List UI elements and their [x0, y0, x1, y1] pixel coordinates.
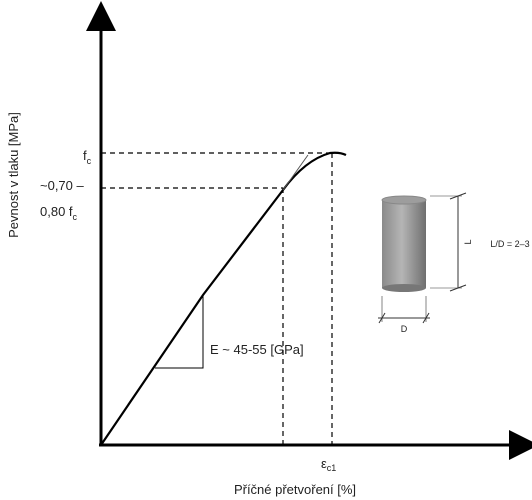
- ratio-bottom-label: 0,80 fc: [40, 204, 78, 222]
- fc-main: f: [83, 148, 87, 163]
- fc-label: fc: [83, 148, 92, 166]
- specimen: L D L/D = 2–3: [378, 192, 530, 334]
- axes: [86, 1, 532, 460]
- tangent: [282, 154, 309, 191]
- strain-sub: c1: [327, 463, 337, 473]
- cylinder-body: [382, 200, 426, 288]
- stress-strain-curve: [100, 151, 347, 446]
- fc-sub: c: [87, 156, 92, 166]
- slope-triangle: [155, 295, 204, 369]
- diameter-label: D: [401, 324, 408, 334]
- x-axis-label: Příčné přetvoření [%]: [234, 482, 356, 497]
- strain-label: εc1: [321, 456, 336, 473]
- modulus-label: E ~ 45-55 [GPa]: [210, 342, 304, 357]
- ratio-label: L/D = 2–3: [490, 239, 529, 249]
- cylinder-top: [381, 195, 427, 205]
- ratio-sub: c: [73, 212, 78, 222]
- dim-tick: [378, 312, 386, 324]
- guides: [101, 152, 333, 445]
- ratio-bottom: 0,80 f: [40, 204, 73, 219]
- dim-tick: [422, 312, 430, 324]
- y-axis-label: Pevnost v tlaku [MPa]: [6, 112, 21, 238]
- strain-main: ε: [321, 456, 327, 471]
- ratio-top: ~0,70 –: [40, 178, 85, 193]
- cylinder-base: [382, 284, 426, 292]
- length-label: L: [463, 239, 473, 244]
